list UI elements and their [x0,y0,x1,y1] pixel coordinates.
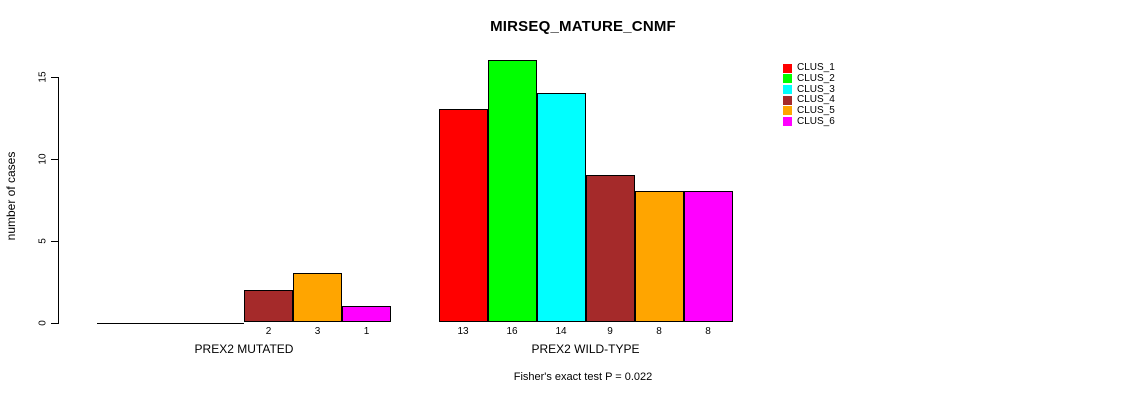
legend-swatch-clus_1 [783,63,792,73]
bar-clus_4 [585,174,635,323]
bar-value-label: 8 [705,326,711,337]
y-axis-tick-label: 10 [37,153,49,165]
y-axis-label: number of cases [4,151,18,241]
legend-label: CLUS_6 [797,115,835,127]
legend-label: CLUS_2 [797,72,835,84]
zero-bar-clus_1 [97,322,146,324]
y-axis-tick [51,322,58,324]
legend-swatch-clus_6 [783,117,792,127]
y-axis-tick-label: 5 [37,238,49,244]
legend-row: CLUS_1 [783,63,835,74]
legend-row: CLUS_6 [783,116,835,127]
legend-label: CLUS_5 [797,104,835,116]
group-label: PREX2 WILD-TYPE [531,342,640,356]
bar-value-label: 2 [265,326,272,337]
bar-value-label: 14 [555,326,567,337]
bar-value-label: 8 [656,326,662,337]
legend-swatch-clus_4 [783,95,792,105]
bar-value-label: 13 [457,326,469,337]
footer-stat-text: Fisher's exact test P = 0.022 [513,371,653,383]
legend-label: CLUS_3 [797,83,835,95]
y-axis-tick-label: 15 [37,71,49,83]
legend: CLUS_1 CLUS_2 CLUS_3 CLUS_4 CLUS_5 CLUS_6 [783,63,835,127]
y-axis-tick [51,76,58,78]
y-axis-tick-label: 0 [37,320,49,326]
zero-bar-clus_2 [146,322,195,324]
legend-label: CLUS_1 [797,62,835,74]
bar-clus_3 [536,92,586,323]
legend-row: CLUS_2 [783,72,835,85]
legend-swatch-clus_2 [783,74,792,84]
bar-clus_5 [634,191,684,323]
group-label: PREX2 MUTATED [194,342,294,356]
legend-swatch-clus_3 [783,85,792,95]
bar-clus_6 [683,191,733,323]
legend-row: CLUS_4 [783,95,835,106]
legend-row: CLUS_3 [783,84,835,95]
zero-bar-clus_3 [195,322,244,324]
bar-clus_6 [342,306,391,323]
chart-title: MIRSEQ_MATURE_CNMF [490,18,676,35]
legend-row: CLUS_5 [783,104,835,117]
y-axis-tick [51,158,58,160]
legend-swatch-clus_5 [783,106,792,116]
bar-clus_4 [244,289,293,323]
bar-clus_1 [438,109,488,323]
bar-clus_5 [293,273,342,323]
bar-value-label: 3 [314,326,321,337]
bar-value-label: 16 [506,326,518,337]
legend-label: CLUS_4 [797,94,835,106]
y-axis-tick [51,240,58,242]
y-axis-line [58,76,59,324]
bar-clus_2 [487,60,537,323]
bar-value-label: 1 [363,326,370,337]
bar-value-label: 9 [607,326,613,337]
